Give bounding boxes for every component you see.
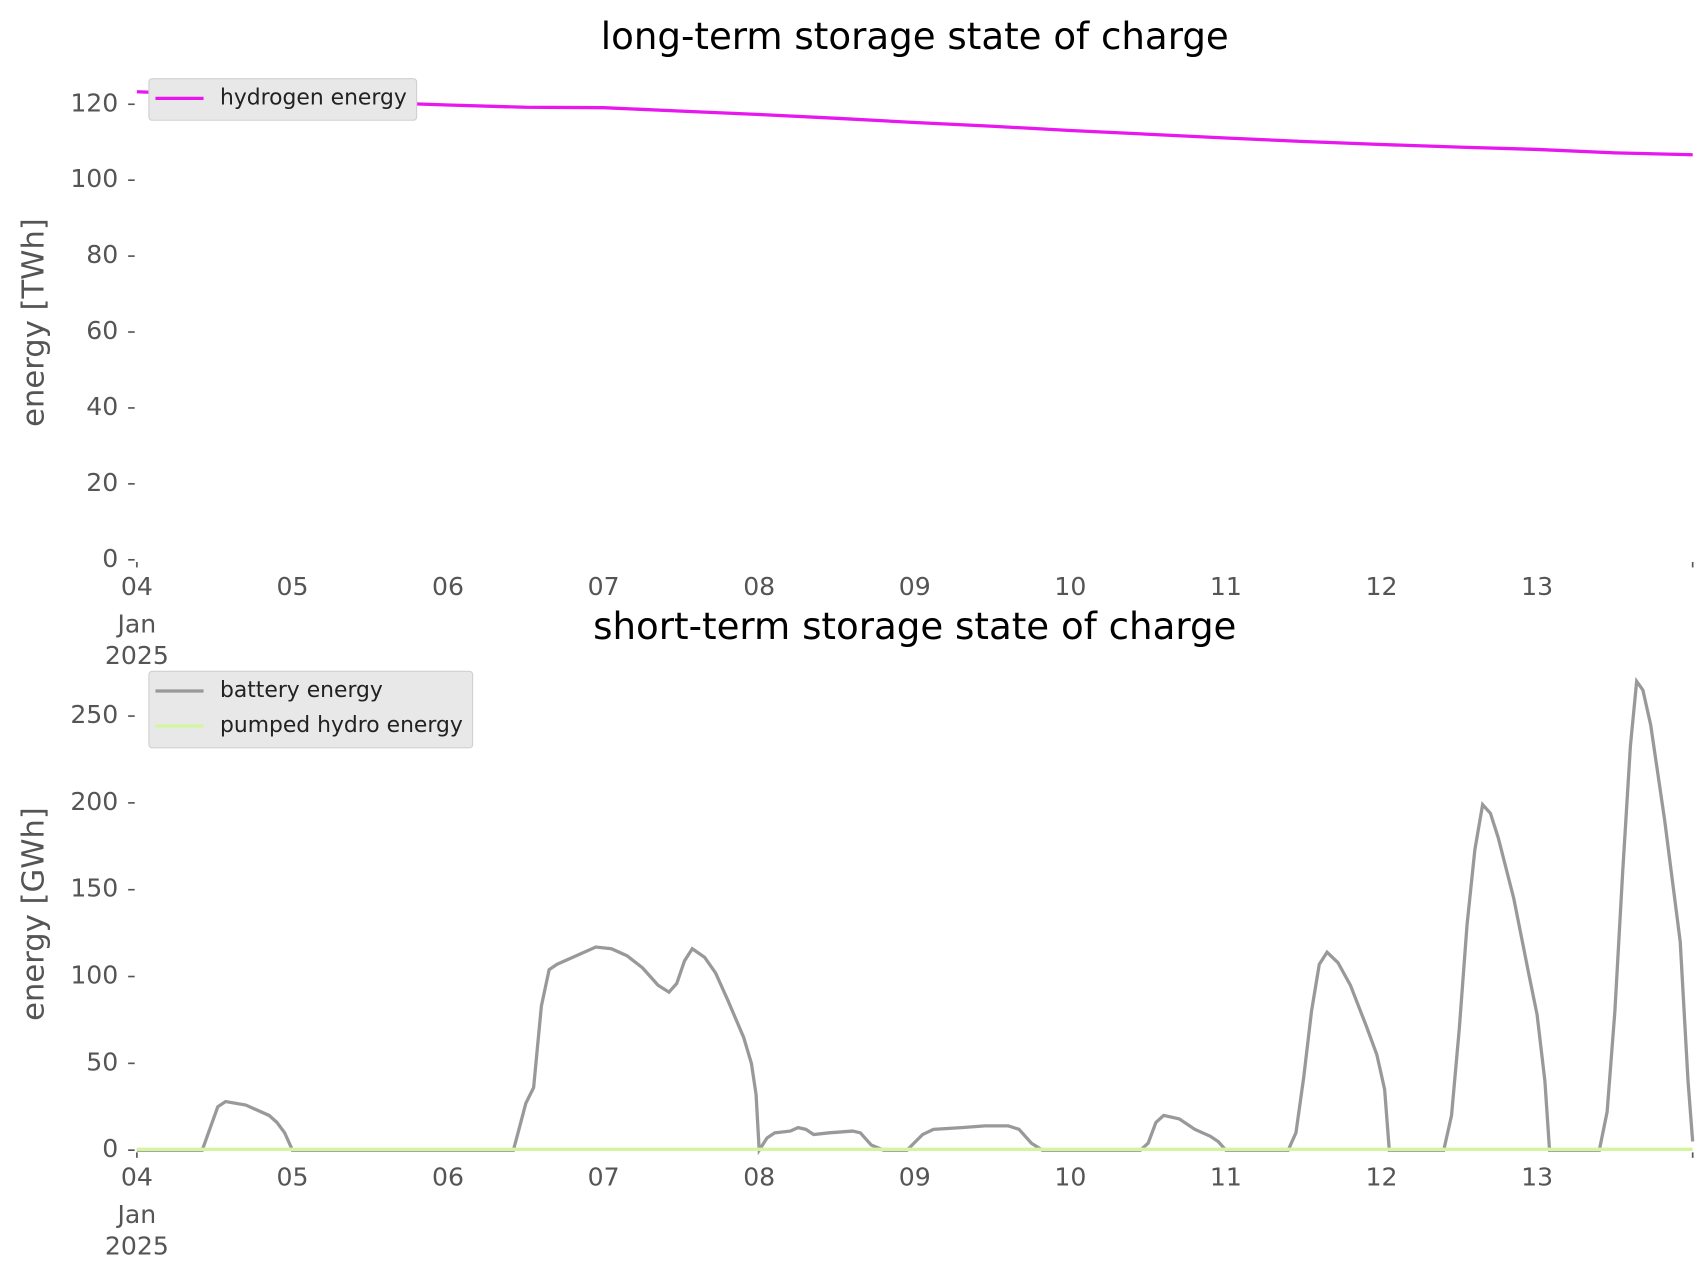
x-tick-label: 08 xyxy=(743,1163,775,1192)
legend-label: battery energy xyxy=(220,678,383,703)
y-tick-label: 40 xyxy=(86,392,118,421)
x-year-label: 2025 xyxy=(105,1231,169,1260)
x-tick-label: 13 xyxy=(1521,1163,1553,1192)
y-axis-label: energy [TWh] xyxy=(17,218,52,427)
x-year-label: 2025 xyxy=(105,641,169,670)
x-tick-label: 12 xyxy=(1366,572,1398,601)
x-tick-label: 04 xyxy=(121,1163,153,1192)
x-tick-label: 13 xyxy=(1521,572,1553,601)
x-tick-label: 04 xyxy=(121,572,153,601)
chart-title: short-term storage state of charge xyxy=(593,604,1236,648)
chart-title: long-term storage state of charge xyxy=(601,14,1229,58)
x-tick-label: 09 xyxy=(899,1163,931,1192)
x-tick-label: 09 xyxy=(899,572,931,601)
legend-box xyxy=(148,670,474,749)
x-month-label: Jan xyxy=(116,1200,157,1229)
x-tick-label: 11 xyxy=(1210,572,1242,601)
y-tick-label: 120 xyxy=(70,88,118,117)
legend-box xyxy=(148,78,418,121)
legend-label: hydrogen energy xyxy=(220,85,407,110)
x-tick-label: 06 xyxy=(432,572,464,601)
y-tick-label: 0 xyxy=(102,1134,118,1163)
y-tick-label: 150 xyxy=(70,874,118,903)
x-tick-label: 10 xyxy=(1054,572,1086,601)
x-tick-label: 07 xyxy=(588,1163,620,1192)
y-tick-label: 100 xyxy=(70,961,118,990)
x-tick-label: 07 xyxy=(588,572,620,601)
x-tick-label: 05 xyxy=(276,1163,308,1192)
legend-label: pumped hydro energy xyxy=(220,713,463,738)
y-tick-label: 20 xyxy=(86,468,118,497)
y-tick-label: 100 xyxy=(70,164,118,193)
y-tick-label: 80 xyxy=(86,240,118,269)
x-tick-label: 06 xyxy=(432,1163,464,1192)
y-tick-label: 60 xyxy=(86,316,118,345)
series-line xyxy=(136,676,1695,1156)
x-month-label: Jan xyxy=(116,609,157,638)
y-tick-label: 50 xyxy=(86,1047,118,1076)
x-tick-label: 11 xyxy=(1210,1163,1242,1192)
x-tick-label: 08 xyxy=(743,572,775,601)
y-tick-label: 0 xyxy=(102,544,118,573)
x-tick-label: 05 xyxy=(276,572,308,601)
y-axis-label: energy [GWh] xyxy=(17,807,52,1021)
y-tick-label: 200 xyxy=(70,787,118,816)
y-tick-label: 250 xyxy=(70,700,118,729)
x-tick-label: 10 xyxy=(1054,1163,1086,1192)
x-tick-label: 12 xyxy=(1366,1163,1398,1192)
